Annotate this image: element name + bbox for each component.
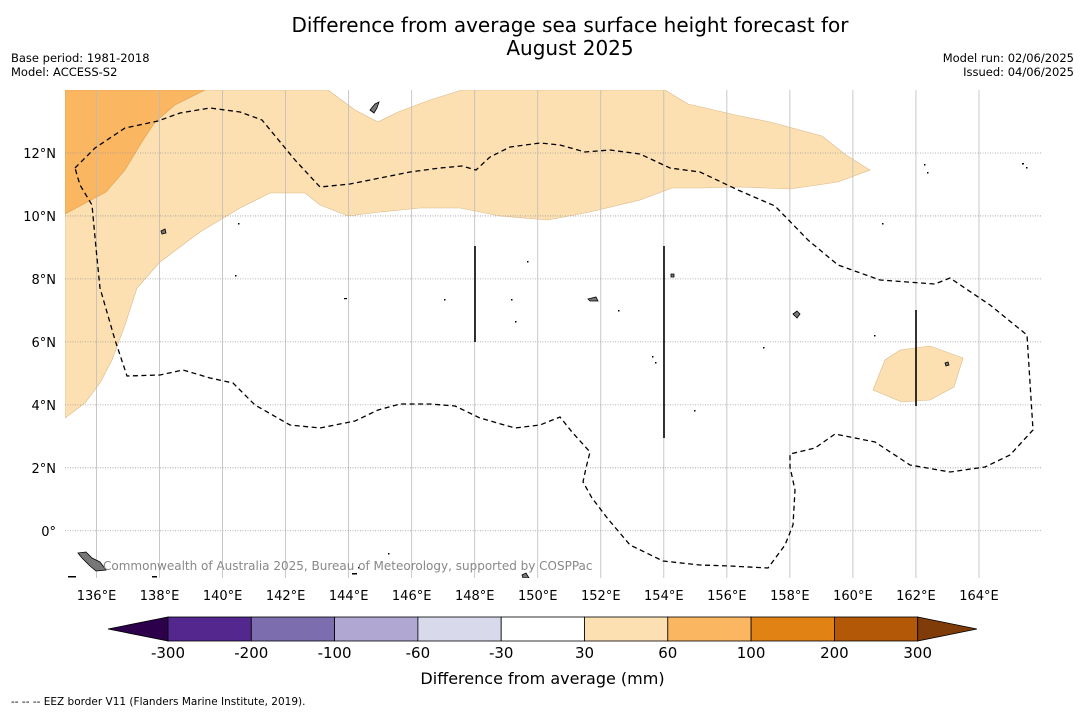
colorbar-tick-label: -300 [150,644,186,662]
anomaly-shading [65,90,964,419]
colorbar-segment [667,616,752,642]
lon-tick-label: 158°E [770,589,810,604]
eez-borders [74,107,1034,582]
islands [77,101,950,578]
colorbar-tick-label: 60 [658,644,678,662]
colorbar-segment [834,616,919,642]
colorbar-segment [167,616,252,642]
colorbar-tick-label: -30 [488,644,514,662]
gridlines [65,90,1042,578]
lon-tick-label: 164°E [959,589,999,604]
lon-tick-label: 140°E [203,589,243,604]
title-line-2: August 2025 [506,36,634,60]
colorbar-under-arrow [107,616,169,642]
colorbar-segment [584,616,669,642]
colorbar-segment [334,616,419,642]
lon-tick-label: 160°E [833,589,873,604]
island-guam [369,101,380,114]
colorbar-tick-label: -60 [405,644,431,662]
colorbar-title: Difference from average (mm) [420,669,665,688]
island-small-2 [587,296,599,302]
map-title: Difference from average sea surface heig… [0,14,1085,60]
lon-tick-label: 154°E [644,589,684,604]
eez-border-main [74,107,1034,569]
lat-tick-label: 2°N [32,462,57,477]
lon-tick-label: 162°E [896,589,936,604]
anomaly-region-east-patch [872,345,964,403]
base-period: Base period: 1981-2018 [11,51,150,65]
lon-tick-label: 152°E [581,589,621,604]
island-palau [77,551,107,572]
model-name: Model: ACCESS-S2 [11,65,118,79]
anomaly-region-30-60 [65,90,871,419]
colorbar [107,616,978,642]
colorbar-segment [750,616,835,642]
copyright-text: Commonwealth of Australia 2025, Bureau o… [103,559,593,573]
lat-tick-label: 10°N [23,210,56,225]
colorbar-over-arrow [917,616,978,642]
lon-tick-label: 150°E [518,589,558,604]
lon-tick-label: 138°E [140,589,180,604]
colorbar-tick-label: 200 [820,644,849,662]
lon-tick-label: 146°E [392,589,432,604]
issued-date: Issued: 04/06/2025 [963,65,1074,79]
lon-tick-label: 156°E [707,589,747,604]
island-small-1 [160,228,167,235]
lon-tick-label: 148°E [455,589,495,604]
eez-border-south [200,580,230,582]
island-small-4 [944,361,950,367]
lat-tick-label: 4°N [32,399,57,414]
lon-tick-label: 144°E [329,589,369,604]
colorbar-tick-label: 30 [574,644,595,662]
boundary-lines [474,246,917,438]
meta-right: Model run: 02/06/2025 Issued: 04/06/2025 [943,51,1074,79]
title-line-1: Difference from average sea surface heig… [291,13,849,37]
eez-legend-footnote: -- -- -- EEZ border V11 (Flanders Marine… [11,696,306,708]
model-run: Model run: 02/06/2025 [942,51,1074,65]
island-small-3 [521,572,530,578]
colorbar-tick-label: -100 [317,644,352,662]
latitude-labels: 12°N 10°N 8°N 6°N 4°N 2°N 0° [23,147,56,540]
island-pohnpei [792,310,801,319]
colorbar-tick-label: -200 [234,644,269,662]
lon-tick-label: 136°E [77,589,117,604]
colorbar-segment [500,616,585,642]
islets [68,163,1028,578]
anomaly-region-60-100 [65,90,206,215]
lat-tick-label: 12°N [23,147,56,162]
lat-tick-label: 8°N [32,273,57,288]
lon-tick-label: 142°E [266,589,306,604]
lat-tick-label: 6°N [32,336,57,351]
meta-left: Base period: 1981-2018 Model: ACCESS-S2 [11,51,150,79]
colorbar-segment [417,616,502,642]
lat-tick-label: 0° [41,525,56,540]
colorbar-tick-label: 300 [903,644,932,662]
colorbar-tick-label: 100 [736,644,766,662]
island-small-5 [670,273,675,278]
colorbar-segment [250,616,336,642]
longitude-labels: 136°E 138°E 140°E 142°E 144°E 146°E 148°E 150°E… [77,589,999,604]
